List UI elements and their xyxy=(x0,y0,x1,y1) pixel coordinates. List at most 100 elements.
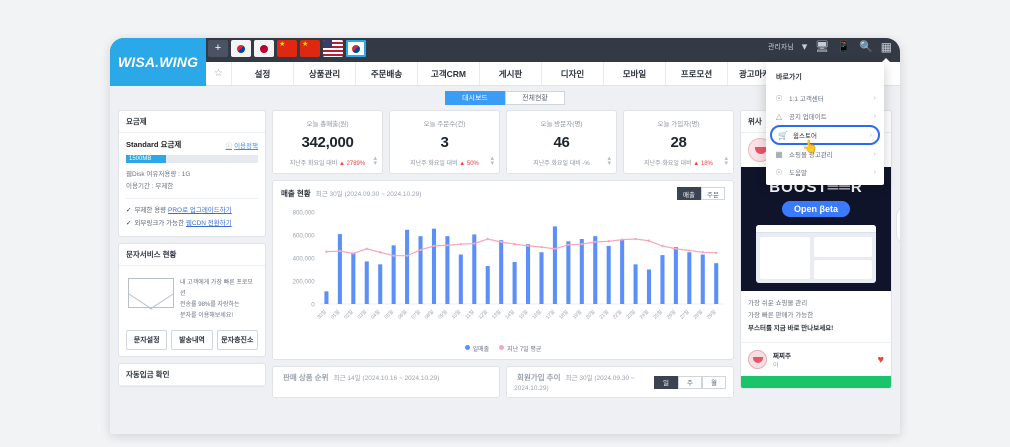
bell-icon: △ xyxy=(775,111,783,121)
plan-cdn-row[interactable]: ✓ 외부링크가 가능한 웹CDN 전환하기 xyxy=(126,219,232,227)
stepper-icon[interactable]: ▴ ▾ xyxy=(490,154,494,168)
svg-text:600,000: 600,000 xyxy=(293,234,316,240)
tab-dashboard[interactable]: 대시보드 xyxy=(445,91,505,105)
toggle-day[interactable]: 일 xyxy=(654,375,678,389)
stepper-icon[interactable]: ▴ ▾ xyxy=(373,154,377,168)
flag-kr-selected-icon[interactable] xyxy=(346,40,366,57)
chevron-right-icon: › xyxy=(873,112,876,120)
kpi-row: 오늘 총매출(원) 342,000 지난주 화요일 대비 ▲ 2789% ▴ ▾ … xyxy=(272,110,734,174)
kpi-value: 46 xyxy=(553,134,570,151)
menu-item-settings[interactable]: 설정 xyxy=(232,62,294,85)
sms-settings-button[interactable]: 문자설정 xyxy=(126,330,168,351)
chart-title: 매출 현황 최근 30일 (2024.09.30 ~ 2024.10.29) xyxy=(281,189,422,198)
promo-green-bar[interactable] xyxy=(741,376,891,389)
chevron-down-icon[interactable]: ▾ xyxy=(801,40,808,53)
kpi-card-visitors[interactable]: 오늘 방문자(명) 46 지난주 화요일 대비 -% ▴ ▾ xyxy=(506,110,617,174)
kpi-value: 3 xyxy=(440,134,449,151)
brand-logo[interactable]: WISA.WING xyxy=(110,38,206,86)
menu-item-crm[interactable]: 고객CRM xyxy=(418,62,480,85)
plan-meta-disk: 웹Disk 여유저용량 : 1G xyxy=(126,171,191,178)
toggle-orders[interactable]: 주문 xyxy=(701,187,725,200)
booster-copy-line: 부스터를 지금 바로 만나보세요! xyxy=(748,324,834,332)
menu-item-orders[interactable]: 주문배송 xyxy=(356,62,418,85)
kpi-delta: ▲ 50% xyxy=(459,161,479,167)
flag-jp-icon[interactable] xyxy=(254,40,274,57)
apps-grid-icon[interactable]: ▦ xyxy=(880,41,893,64)
search-icon[interactable]: 🔍 xyxy=(858,40,873,53)
favorites-star-icon[interactable]: ☆ xyxy=(206,62,232,85)
menu-item-board[interactable]: 게시판 xyxy=(480,62,542,85)
shortcut-notice-update[interactable]: △ 공지 업데이트 › xyxy=(766,107,884,125)
plan-card: 요금제 Standard 요금제 ⓘ 이용정책 1500MB 웹Disk 여유저용… xyxy=(118,110,266,238)
sms-card: 문자서비스 현황 내 고객에게 가장 빠른 프로모션 전송률 98%를 자랑하는… xyxy=(118,243,266,358)
plan-meta-period: 이용기간 : 무제한 xyxy=(126,182,174,190)
monitor-icon[interactable]: 🖥 xyxy=(815,40,830,53)
svg-text:0: 0 xyxy=(311,303,315,309)
svg-text:04일: 04일 xyxy=(369,308,382,320)
heart-icon[interactable]: ♥ xyxy=(877,353,884,366)
svg-text:28일: 28일 xyxy=(692,308,705,320)
svg-text:10일: 10일 xyxy=(450,308,463,320)
flag-cn-icon[interactable] xyxy=(277,40,297,57)
svg-text:30일: 30일 xyxy=(316,308,329,320)
svg-text:06일: 06일 xyxy=(396,308,409,320)
shortcut-label: 도움말 xyxy=(789,170,807,177)
scroll-controls[interactable]: ⌃ ⌄ xyxy=(896,206,900,244)
kpi-card-sales[interactable]: 오늘 총매출(원) 342,000 지난주 화요일 대비 ▲ 2789% ▴ ▾ xyxy=(272,110,383,174)
menu-item-products[interactable]: 상품관리 xyxy=(294,62,356,85)
svg-text:23일: 23일 xyxy=(625,308,638,320)
svg-text:01일: 01일 xyxy=(329,308,342,320)
kpi-compare: 지난주 화요일 대비 -% xyxy=(533,161,590,167)
account-label[interactable]: 관리자님 xyxy=(767,44,794,51)
shortcut-help[interactable]: ☉ 도움말 › xyxy=(766,163,884,181)
shortcuts-title: 바로가기 xyxy=(776,74,802,81)
plan-cdn-link[interactable]: 웹CDN 전환하기 xyxy=(185,219,232,227)
plan-upgrade-link[interactable]: PRO로 업그레이드하기 xyxy=(167,207,232,215)
toggle-sales[interactable]: 매출 xyxy=(677,187,701,200)
svg-text:400,000: 400,000 xyxy=(293,257,316,263)
booster-copy-line: 가장 쉬운 쇼핑몰 관리 xyxy=(748,300,808,307)
toggle-month[interactable]: 월 xyxy=(702,375,726,389)
storage-meter-fill: 1500MB xyxy=(126,155,166,163)
kpi-compare: 지난주 화요일 대비 ▲ 18% xyxy=(644,161,713,167)
shortcut-shop-ads[interactable]: ▦ 쇼핑몰 광고관리 › xyxy=(766,145,884,163)
booster-banner[interactable]: BOOST══R Open βeta xyxy=(741,167,891,291)
sms-recharge-button[interactable]: 문자충진소 xyxy=(216,330,258,351)
svg-text:15일: 15일 xyxy=(517,308,530,320)
plan-policy-link[interactable]: ⓘ 이용정책 xyxy=(225,142,258,150)
flag-strip: + xyxy=(208,40,366,57)
flag-us-icon[interactable] xyxy=(323,40,343,57)
signup-trend-title: 회원가입 추이 최근 30일 (2024.09.30 ~ 2024.10.29) xyxy=(514,373,635,392)
menu-item-design[interactable]: 디자인 xyxy=(542,62,604,85)
main-column: 오늘 총매출(원) 342,000 지난주 화요일 대비 ▲ 2789% ▴ ▾ … xyxy=(272,110,734,398)
kpi-delta: ▲ 18% xyxy=(693,161,713,167)
flag-cn-2-icon[interactable] xyxy=(300,40,320,57)
menu-item-promotion[interactable]: 프로모션 xyxy=(666,62,728,85)
stepper-icon[interactable]: ▴ ▾ xyxy=(607,154,611,168)
cart-icon: 🛒 xyxy=(778,130,788,140)
right-sidebar: 위사 BOOST══R Open βeta 가장 쉬운 쇼핑몰 관리 가장 빠른… xyxy=(740,110,892,398)
tab-overview[interactable]: 전체현황 xyxy=(505,91,565,105)
add-shop-button[interactable]: + xyxy=(208,40,228,57)
mobile-icon[interactable]: 📱 xyxy=(837,40,851,53)
profile-row[interactable]: 쩌찌주 이 ♥ xyxy=(741,342,891,376)
shortcut-customer-center[interactable]: ☉ 1:1 고객센터 › xyxy=(766,89,884,107)
calendar-icon: ▦ xyxy=(775,149,783,159)
kpi-delta: ▲ 2789% xyxy=(338,161,366,167)
plan-upgrade-row[interactable]: ✓ 무제한 용량 PRO로 업그레이드하기 xyxy=(126,207,232,215)
kpi-card-orders[interactable]: 오늘 주문수(건) 3 지난주 화요일 대비 ▲ 50% ▴ ▾ xyxy=(389,110,500,174)
booster-copy-line: 가장 빠른 판매가 가능한 xyxy=(748,312,814,320)
shortcut-webstore[interactable]: 🛒 윔스토어 › 👆 xyxy=(770,125,880,154)
svg-text:20일: 20일 xyxy=(584,308,597,320)
menu-item-mobile[interactable]: 모바일 xyxy=(604,62,666,85)
kpi-card-signups[interactable]: 오늘 가입자(명) 28 지난주 화요일 대비 ▲ 18% ▴ ▾ xyxy=(623,110,734,174)
legend-swatch xyxy=(464,345,470,350)
toggle-week[interactable]: 주 xyxy=(678,375,702,389)
sms-card-header: 문자서비스 현황 xyxy=(119,244,265,267)
flag-kr-icon[interactable] xyxy=(231,40,251,57)
sms-history-button[interactable]: 발송내역 xyxy=(171,330,213,351)
stepper-icon[interactable]: ▴ ▾ xyxy=(724,154,728,168)
avatar xyxy=(748,350,767,370)
sales-chart-plot: 0 200,000 400,000 600,000 800,000 30일 01일 02일 03… xyxy=(279,206,727,326)
booster-beta-badge: Open βeta xyxy=(781,201,850,217)
